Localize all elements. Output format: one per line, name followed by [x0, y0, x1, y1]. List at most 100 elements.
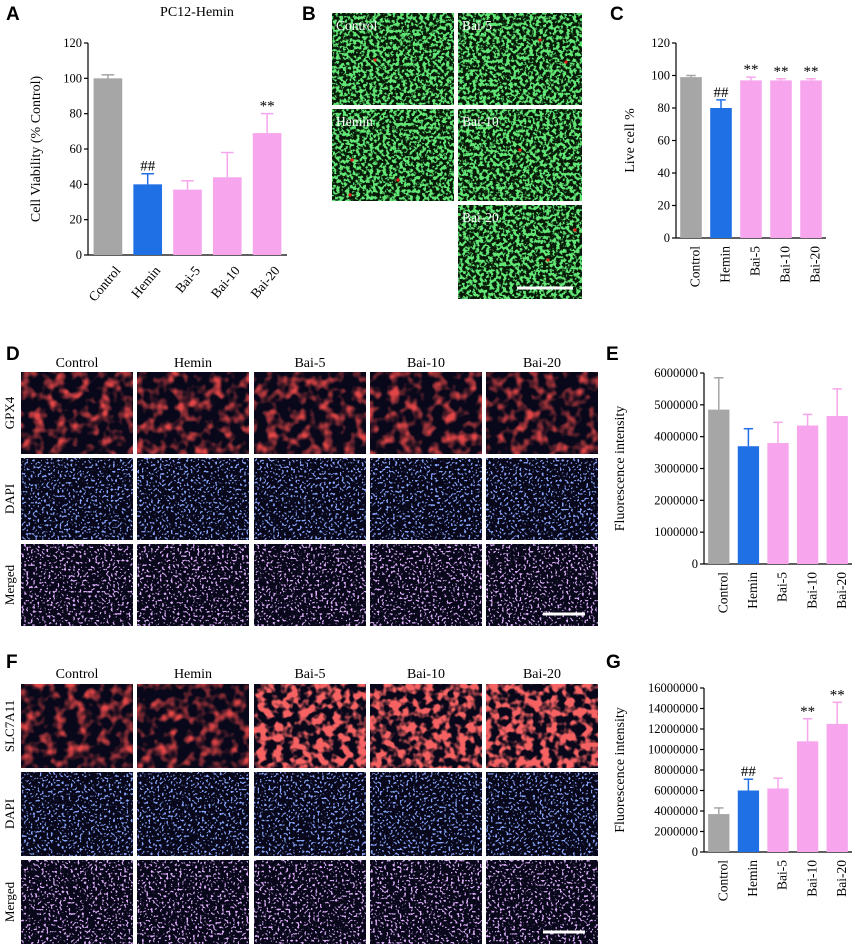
panel-label-b: B — [302, 4, 316, 25]
y-tick-label: 12000000 — [648, 722, 698, 736]
fluorescence-stain — [486, 372, 598, 454]
bar-bai-20 — [826, 415, 848, 564]
y-tick-label: 6000000 — [654, 366, 698, 380]
category-label: Bai-10 — [208, 263, 243, 301]
y-tick-label: 120 — [63, 36, 82, 50]
live-cell-stain — [332, 109, 454, 201]
panel-label-e: E — [606, 344, 619, 365]
category-label: Bai-5 — [775, 572, 790, 602]
micrograph-tile-label: Hemin — [336, 114, 373, 129]
y-tick-label: 120 — [651, 36, 670, 50]
micrograph-tile-label: Bai-5 — [462, 18, 492, 33]
dead-cell-dot — [546, 258, 550, 262]
fluorescence-stain — [486, 772, 598, 856]
y-tick-label: 14000000 — [648, 702, 698, 716]
category-label: Bai-10 — [804, 572, 819, 609]
micrograph-tile-label: Bai-20 — [462, 210, 499, 225]
y-tick-label: 3000000 — [654, 462, 698, 476]
row-label: SLC7A11 — [2, 700, 17, 752]
fluorescence-stain — [137, 684, 249, 768]
y-tick-label: 2000000 — [654, 493, 698, 507]
y-axis-label: Fluorescence intensity — [613, 707, 628, 833]
y-tick-label: 4000000 — [654, 804, 698, 818]
y-tick-label: 10000000 — [648, 743, 698, 757]
fluorescence-stain — [370, 372, 482, 454]
fluorescence-stain — [486, 860, 598, 944]
bar-bai-5 — [173, 189, 202, 255]
bar-bai-20 — [800, 80, 822, 238]
bar-control — [708, 409, 730, 564]
fluorescence-stain — [486, 458, 598, 540]
chart-a-cell-viability: 0 20 40 60 80 100 120 Cell Viability (% Control… — [29, 5, 287, 304]
dead-cell-dot — [350, 158, 354, 162]
category-label: Hemin — [745, 572, 760, 609]
column-label: Bai-20 — [523, 356, 561, 371]
significance-mark: ## — [714, 85, 730, 101]
fluorescence-stain — [370, 544, 482, 626]
y-tick-label: 100 — [63, 71, 82, 85]
fluorescence-stain — [21, 544, 133, 626]
column-label: Bai-20 — [523, 667, 561, 682]
row-label: Merged — [2, 881, 17, 922]
y-tick-label: 0 — [664, 231, 670, 245]
row-label: GPX4 — [2, 396, 17, 429]
bar-bai-5 — [740, 80, 762, 238]
y-axis-label: Fluorescence intensity — [613, 406, 628, 532]
bar-hemin — [133, 184, 163, 255]
dead-cell-dot — [518, 148, 522, 152]
category-label: Hemin — [745, 860, 760, 897]
chart-title: PC12-Hemin — [160, 5, 234, 20]
fluorescence-stain — [137, 860, 249, 944]
y-tick-label: 60 — [70, 142, 83, 156]
y-tick-label: 80 — [658, 101, 671, 115]
bar-bai-10 — [212, 177, 242, 255]
y-tick-label: 100 — [651, 69, 670, 83]
significance-mark: ** — [260, 99, 275, 115]
significance-mark: ## — [741, 764, 757, 780]
y-tick-label: 0 — [692, 845, 698, 859]
category-label: Bai-20 — [248, 263, 283, 301]
micrograph-panel-b: Control Bai-5 Hemin Bai-10 Bai-20 — [332, 13, 582, 299]
live-cell-stain — [458, 13, 582, 105]
bar-bai-20 — [252, 133, 282, 255]
dead-cell-dot — [348, 193, 352, 197]
panel-label-g: G — [606, 652, 621, 673]
category-label: Control — [688, 246, 703, 288]
micrograph-tile-label: Control — [336, 18, 378, 33]
y-tick-label: 2000000 — [654, 825, 698, 839]
category-label: Bai-5 — [748, 246, 763, 276]
column-label: Hemin — [174, 356, 212, 371]
chart-c-live-cell: 0 20 40 60 80 100 120 Live cell % Control ## Hemin… — [623, 36, 826, 287]
micrograph-panel-f: SLC7A11 DAPI Merged Control Hemin Bai-5 Bai-10… — [2, 667, 598, 944]
y-tick-label: 1000000 — [654, 525, 698, 539]
fluorescence-stain — [370, 458, 482, 540]
bar-hemin — [737, 446, 760, 564]
panel-label-d: D — [6, 344, 20, 365]
bar-bai-5 — [767, 788, 789, 852]
fluorescence-stain — [486, 684, 598, 768]
dead-cell-dot — [373, 58, 377, 62]
bar-bai-20 — [826, 723, 848, 852]
fluorescence-stain — [137, 372, 249, 454]
y-tick-label: 40 — [70, 177, 83, 191]
column-label: Hemin — [174, 667, 212, 682]
category-label: Bai-5 — [775, 860, 790, 890]
bar-control — [708, 814, 730, 852]
bar-control — [93, 78, 123, 255]
category-label: Control — [716, 572, 731, 614]
category-label: Bai-10 — [778, 246, 793, 283]
fluorescence-stain — [486, 544, 598, 626]
fluorescence-stain — [21, 458, 133, 540]
category-label: Hemin — [128, 263, 163, 301]
significance-mark: ## — [140, 159, 156, 175]
panel-label-c: C — [610, 4, 624, 25]
bar-hemin — [737, 790, 760, 852]
bar-hemin — [710, 108, 732, 238]
column-label: Control — [56, 356, 99, 371]
y-tick-label: 80 — [70, 107, 83, 121]
fluorescence-stain — [21, 772, 133, 856]
row-label: Merged — [2, 564, 17, 605]
category-label: Bai-20 — [834, 572, 849, 609]
fluorescence-stain — [21, 684, 133, 768]
